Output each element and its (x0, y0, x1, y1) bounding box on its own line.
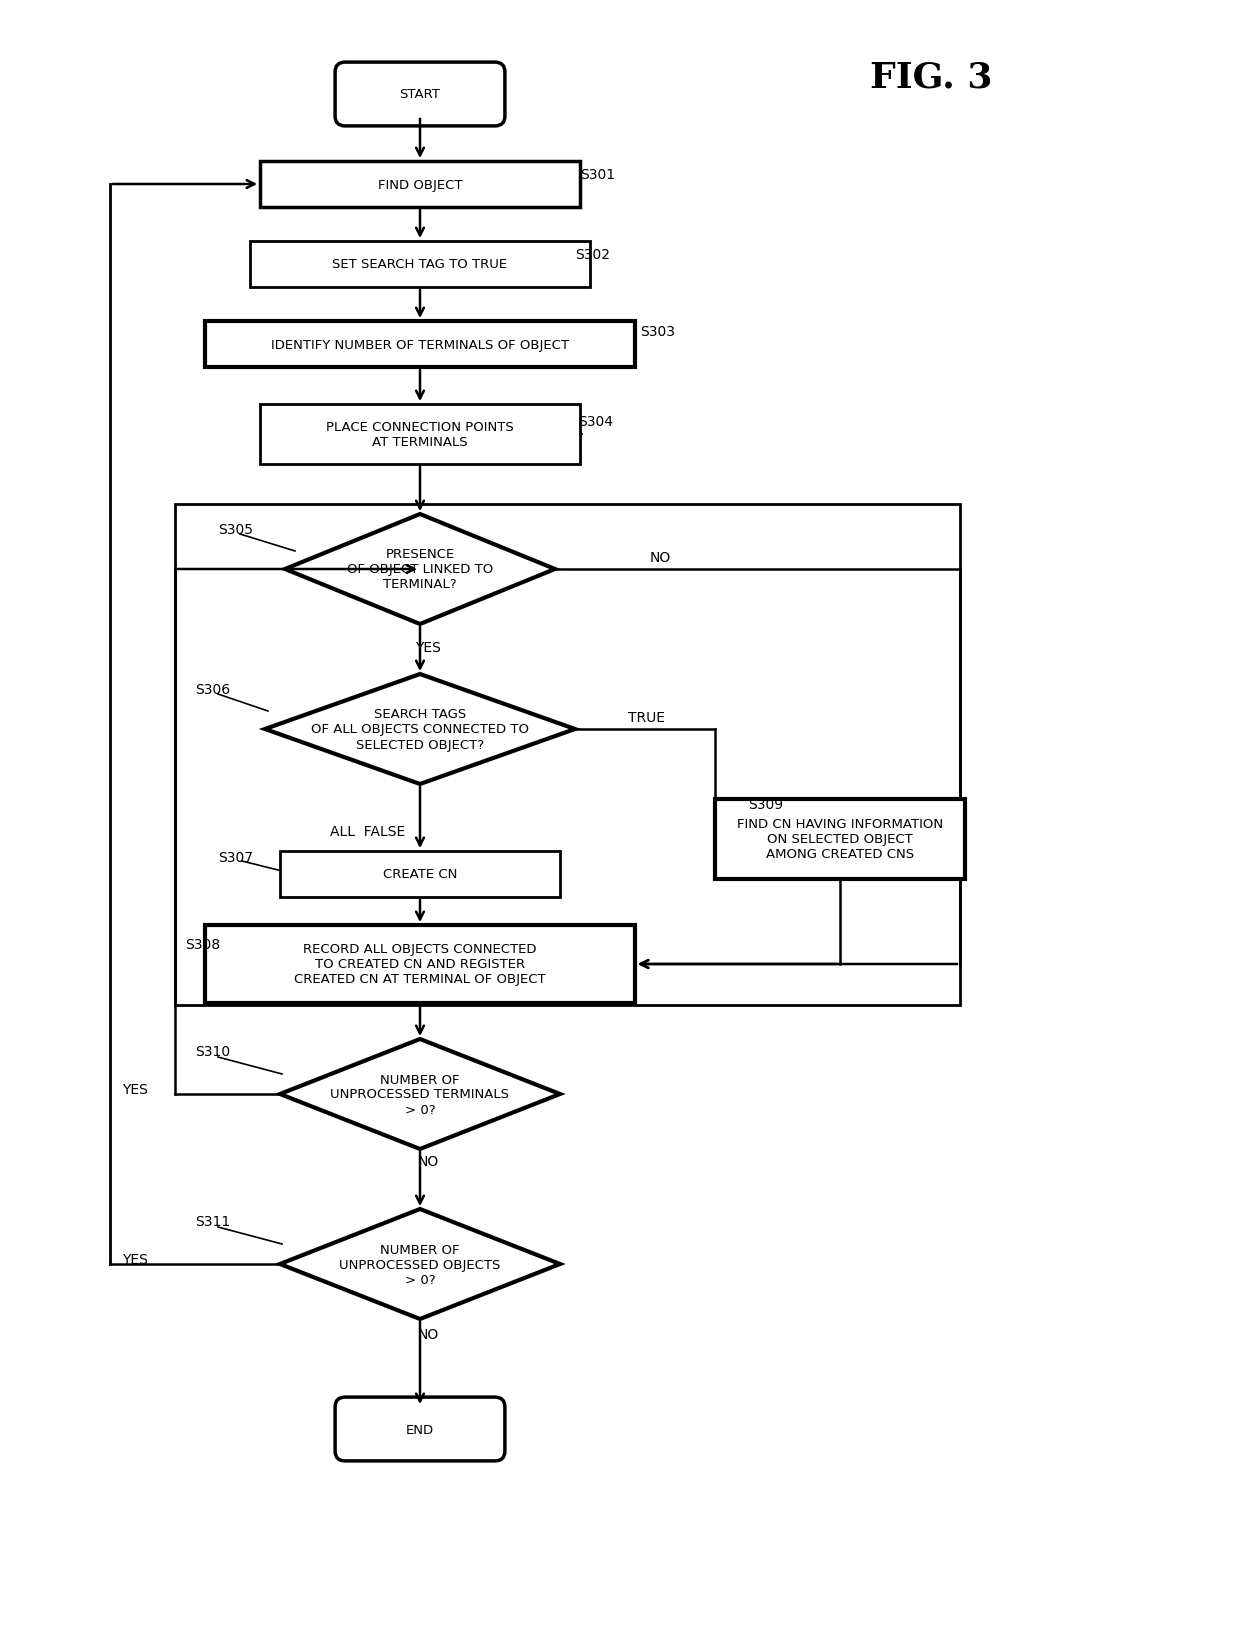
Polygon shape (280, 1209, 560, 1319)
Bar (715, 799, 965, 880)
Text: CREATE CN: CREATE CN (383, 867, 458, 880)
Bar (175, 505, 960, 1006)
Text: S310: S310 (195, 1045, 231, 1058)
Text: S311: S311 (195, 1214, 231, 1229)
Bar (280, 851, 560, 898)
Text: PRESENCE
OF OBJECT LINKED TO
TERMINAL?: PRESENCE OF OBJECT LINKED TO TERMINAL? (347, 548, 494, 592)
Text: END: END (405, 1423, 434, 1436)
Bar (260, 161, 580, 209)
Bar (260, 404, 580, 465)
Text: S306: S306 (195, 683, 231, 696)
Text: SET SEARCH TAG TO TRUE: SET SEARCH TAG TO TRUE (332, 258, 507, 271)
Text: YES: YES (415, 641, 441, 655)
Text: NO: NO (418, 1327, 439, 1341)
Bar (205, 926, 635, 1004)
Bar (250, 241, 590, 289)
Polygon shape (285, 515, 556, 624)
Text: RECORD ALL OBJECTS CONNECTED
TO CREATED CN AND REGISTER
CREATED CN AT TERMINAL O: RECORD ALL OBJECTS CONNECTED TO CREATED … (294, 942, 546, 986)
Text: S302: S302 (575, 248, 610, 262)
Polygon shape (265, 675, 575, 784)
Text: S303: S303 (640, 324, 675, 339)
Text: YES: YES (122, 1082, 148, 1097)
Text: TRUE: TRUE (627, 711, 665, 725)
Text: NO: NO (418, 1154, 439, 1169)
Text: SEARCH TAGS
OF ALL OBJECTS CONNECTED TO
SELECTED OBJECT?: SEARCH TAGS OF ALL OBJECTS CONNECTED TO … (311, 707, 529, 751)
Text: S305: S305 (218, 523, 253, 536)
Text: NUMBER OF
UNPROCESSED OBJECTS
> 0?: NUMBER OF UNPROCESSED OBJECTS > 0? (340, 1242, 501, 1286)
Text: S309: S309 (748, 797, 784, 812)
Text: S307: S307 (218, 851, 253, 864)
Text: FIND OBJECT: FIND OBJECT (378, 178, 463, 191)
Text: ALL  FALSE: ALL FALSE (330, 825, 405, 838)
Text: FIG. 3: FIG. 3 (870, 60, 992, 95)
Text: START: START (399, 88, 440, 101)
Text: PLACE CONNECTION POINTS
AT TERMINALS: PLACE CONNECTION POINTS AT TERMINALS (326, 421, 513, 448)
Text: S301: S301 (580, 168, 615, 183)
Text: FIND CN HAVING INFORMATION
ON SELECTED OBJECT
AMONG CREATED CNS: FIND CN HAVING INFORMATION ON SELECTED O… (737, 818, 944, 861)
Polygon shape (280, 1040, 560, 1149)
Bar (205, 321, 635, 368)
Text: S304: S304 (578, 414, 613, 429)
Text: IDENTIFY NUMBER OF TERMINALS OF OBJECT: IDENTIFY NUMBER OF TERMINALS OF OBJECT (272, 339, 569, 352)
Text: NUMBER OF
UNPROCESSED TERMINALS
> 0?: NUMBER OF UNPROCESSED TERMINALS > 0? (331, 1073, 510, 1117)
Text: NO: NO (650, 551, 671, 564)
FancyBboxPatch shape (335, 1397, 505, 1460)
Text: YES: YES (122, 1252, 148, 1267)
Text: S308: S308 (185, 937, 221, 952)
FancyBboxPatch shape (335, 64, 505, 127)
